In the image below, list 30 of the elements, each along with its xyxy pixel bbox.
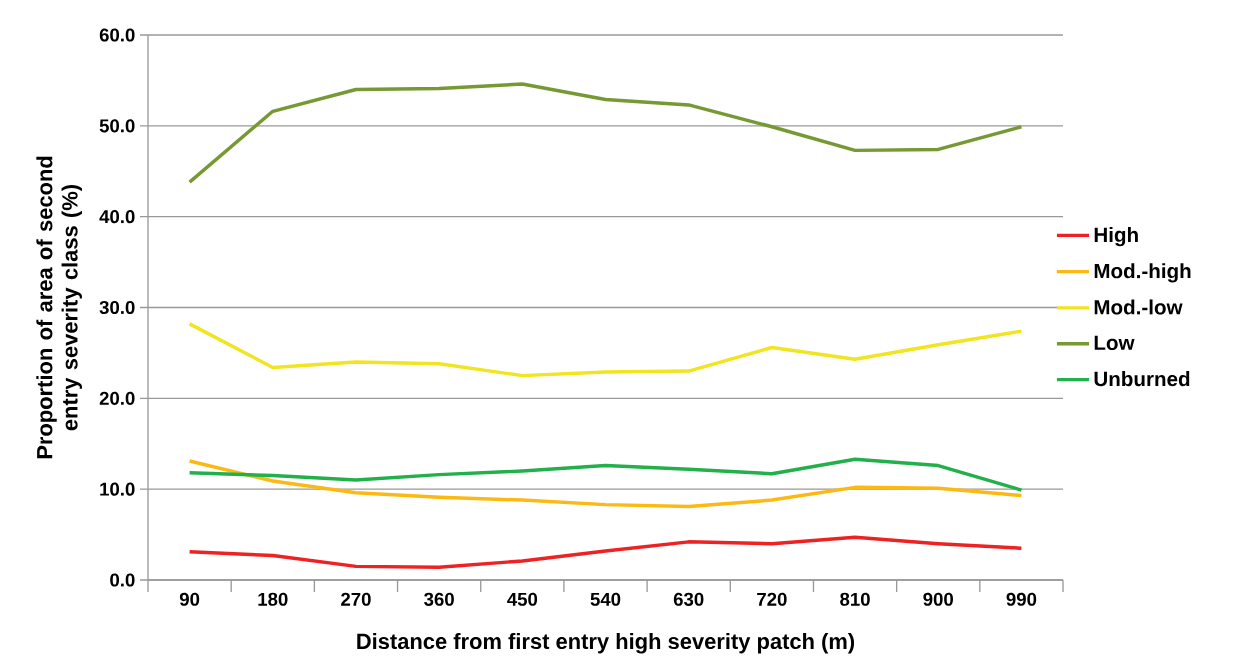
line-series — [187, 459, 1024, 509]
y-tick-label: 0.0 — [110, 573, 135, 587]
y-tick-label: 30.0 — [99, 300, 135, 315]
x-tick-label: 810 — [840, 592, 870, 606]
x-tick-label: 990 — [1006, 592, 1037, 606]
y-tick-label: 10.0 — [100, 482, 135, 496]
y-tick-label: 50.0 — [99, 119, 135, 133]
x-axis-title: Distance from first entry high severity patch (m) — [357, 633, 855, 654]
y-tick-label: 20.0 — [99, 391, 135, 405]
x-tick-label: 360 — [424, 592, 454, 606]
x-tick-label: 720 — [757, 592, 787, 606]
line-series — [187, 322, 1024, 378]
x-tick-label: 630 — [673, 592, 704, 606]
x-tick-label: 180 — [258, 592, 288, 606]
y-axis-title: Proportion of area of second entry severity class (%) — [36, 156, 82, 459]
legend-label: High — [1094, 226, 1138, 247]
x-tick-label: 270 — [341, 592, 371, 606]
line-series — [187, 535, 1024, 570]
x-tick-label: 540 — [590, 592, 621, 606]
x-tick-label: 900 — [923, 592, 953, 606]
y-tick-label: 40.0 — [99, 210, 135, 224]
line-series — [187, 82, 1024, 184]
y-tick-label: 60.0 — [99, 28, 135, 42]
x-tick-label: 90 — [179, 592, 200, 606]
legend-label: Mod.-low — [1094, 299, 1183, 315]
x-tick-label: 450 — [507, 592, 538, 606]
legend-label: Mod.-high — [1094, 263, 1191, 283]
legend-label: Low — [1094, 335, 1135, 351]
line-series — [187, 457, 1024, 492]
legend-label: Unburned — [1094, 371, 1190, 387]
